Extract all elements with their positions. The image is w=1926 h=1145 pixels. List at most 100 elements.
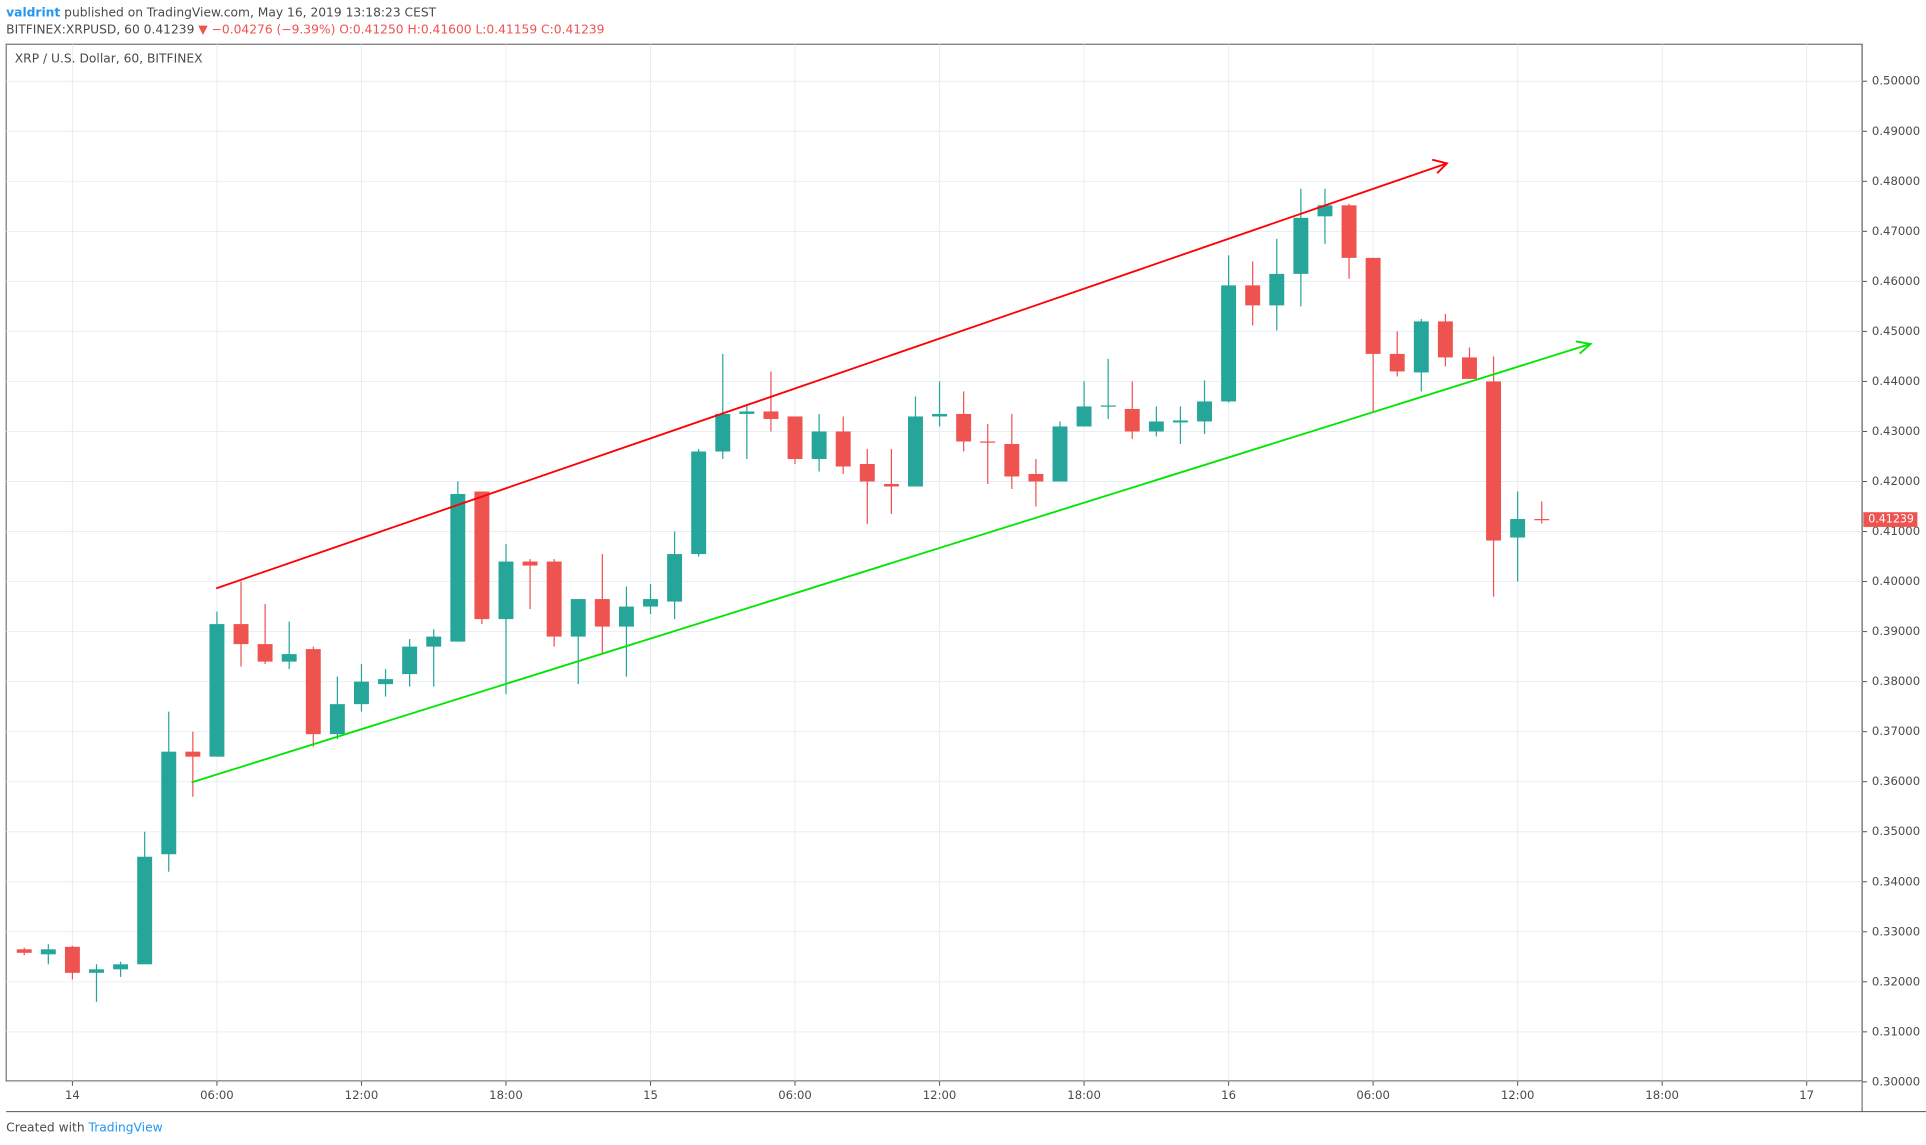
candle-body: [281, 654, 297, 662]
candle-body: [113, 964, 129, 970]
x-tick-label: 06:00: [1356, 1088, 1390, 1102]
candle-body: [426, 636, 442, 647]
arrow-head: [1431, 158, 1449, 174]
candle-body: [1124, 408, 1140, 432]
candle-body: [1269, 273, 1285, 306]
candle-body: [1341, 205, 1357, 258]
y-tick-label: 0.41000: [1872, 524, 1920, 538]
candle-body: [835, 431, 851, 467]
y-tick-label: 0.49000: [1872, 124, 1920, 138]
candle-body: [1245, 285, 1261, 306]
x-tick-label: 12:00: [1501, 1088, 1535, 1102]
trend-lines: [191, 158, 1593, 784]
candle-body: [811, 431, 827, 459]
candle-body: [16, 949, 32, 953]
y-tick-label: 0.47000: [1872, 224, 1920, 238]
candle-body: [1052, 426, 1068, 482]
x-tick-label: 18:00: [1067, 1088, 1101, 1102]
y-tick-label: 0.44000: [1872, 374, 1920, 388]
candle-body: [233, 624, 249, 645]
y-tick-label: 0.37000: [1872, 724, 1920, 738]
candle-body: [546, 561, 562, 637]
candle-body: [1197, 401, 1212, 422]
x-tick-label: 06:00: [778, 1088, 812, 1102]
candle-body: [956, 413, 972, 442]
arrow-head: [1575, 340, 1593, 355]
published: published on TradingView.com, May 16, 20…: [64, 5, 436, 19]
candle-body: [691, 451, 707, 555]
last-price-box: [1863, 512, 1918, 527]
candle-body: [1510, 519, 1526, 538]
x-tick-label: 15: [643, 1088, 658, 1102]
y-tick-label: 0.33000: [1872, 924, 1920, 938]
candle-body: [1148, 421, 1164, 432]
candle-body: [932, 413, 948, 417]
candle-body: [1076, 406, 1092, 427]
candle-body: [1389, 353, 1405, 372]
candle-body: [667, 554, 683, 602]
brand[interactable]: TradingView: [88, 1120, 163, 1134]
header: valdrint published on TradingView.com, M…: [6, 5, 436, 19]
upper-trend-line: [215, 162, 1448, 590]
candle-body: [353, 681, 369, 705]
lower-trend-line: [191, 343, 1591, 784]
y-tick-label: 0.34000: [1872, 874, 1920, 888]
candle-body: [40, 949, 56, 955]
candle-body: [185, 751, 201, 757]
y-tick-label: 0.42000: [1872, 474, 1920, 488]
x-tick-label: 12:00: [923, 1088, 957, 1102]
candle-body: [1004, 443, 1020, 477]
candle-body: [859, 463, 875, 482]
y-tick-label: 0.32000: [1872, 974, 1920, 988]
created: Created with: [6, 1120, 84, 1134]
high: H:0.41600: [407, 22, 471, 36]
candle-body: [980, 441, 996, 443]
candle-body: [643, 599, 658, 607]
y-tick-label: 0.50000: [1872, 74, 1920, 88]
candle-body: [1100, 405, 1116, 407]
author[interactable]: valdrint: [6, 5, 60, 19]
y-tick-label: 0.31000: [1872, 1024, 1920, 1038]
candle-body: [450, 494, 466, 642]
y-tick-label: 0.36000: [1872, 774, 1920, 788]
candle-body: [522, 561, 538, 566]
x-tick-label: 17: [1799, 1088, 1814, 1102]
candle-body: [64, 946, 80, 973]
close: C:0.41239: [541, 22, 604, 36]
y-tick-label: 0.38000: [1872, 674, 1920, 688]
candle-body: [883, 484, 899, 487]
symbol: BITFINEX:XRPUSD, 60: [6, 22, 140, 36]
x-tick-label: 14: [65, 1088, 80, 1102]
candle-body: [763, 411, 779, 419]
candle-body: [329, 704, 345, 735]
candle-body: [161, 751, 177, 855]
candle-body: [209, 624, 225, 757]
y-tick-label: 0.43000: [1872, 424, 1920, 438]
candle-body: [908, 416, 923, 487]
y-tick-label: 0.48000: [1872, 174, 1920, 188]
candle-body: [570, 599, 586, 637]
candle-body: [402, 646, 418, 675]
candle-body: [787, 416, 803, 459]
open: O:0.41250: [339, 22, 403, 36]
x-tick-label: 12:00: [345, 1088, 379, 1102]
candle-body: [1462, 357, 1477, 379]
footer: Created with TradingView: [6, 1120, 162, 1134]
candle-body: [594, 599, 610, 627]
candle-body: [474, 491, 490, 620]
chart-title: XRP / U.S. Dollar, 60, BITFINEX: [15, 51, 203, 65]
y-tick-label: 0.35000: [1872, 824, 1920, 838]
y-tick-label: 0.40000: [1872, 574, 1920, 588]
y-tick-label: 0.46000: [1872, 274, 1920, 288]
y-tick-label: 0.39000: [1872, 624, 1920, 638]
candle-body: [1317, 205, 1333, 217]
candle-body: [739, 411, 755, 414]
candle-body: [1028, 473, 1044, 482]
candle-body: [89, 969, 104, 973]
candle-body: [1486, 381, 1502, 541]
candle-body: [1437, 321, 1453, 358]
y-tick-label: 0.30000: [1872, 1074, 1920, 1088]
candle-body: [618, 606, 634, 627]
candle-body: [378, 679, 394, 685]
